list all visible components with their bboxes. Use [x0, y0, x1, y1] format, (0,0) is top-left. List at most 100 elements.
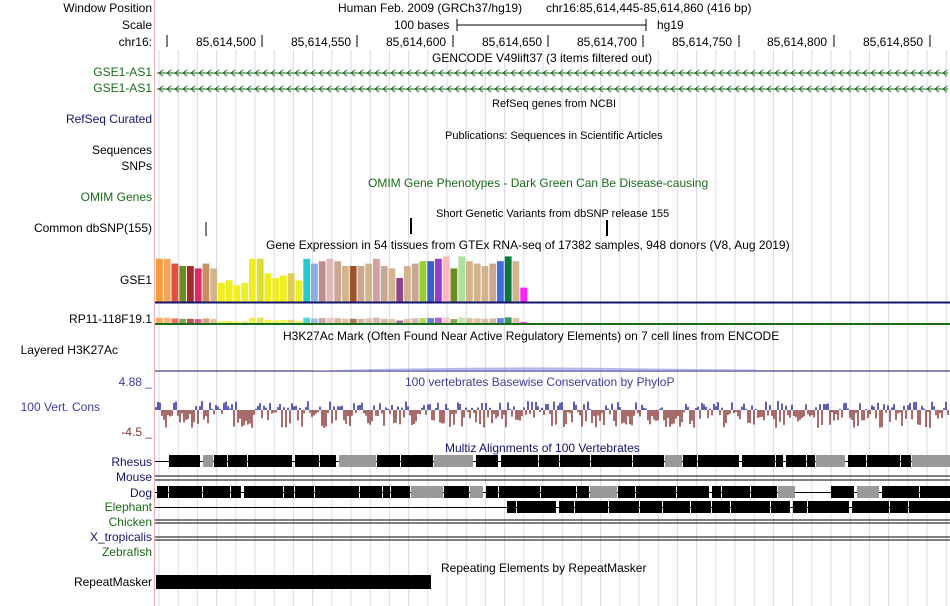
rhesus-block: [807, 455, 815, 467]
strand-arrow: [886, 69, 892, 77]
strand-arrow: [510, 85, 516, 93]
tick-label-7: 85,614,800: [767, 35, 828, 49]
rmsk-title[interactable]: Repeating Elements by RepeatMasker: [441, 561, 647, 575]
strand-arrow: [814, 85, 820, 93]
snps-label[interactable]: SNPs: [121, 159, 152, 173]
strand-arrow: [726, 69, 732, 77]
rhesus-block: [816, 455, 845, 467]
gtex-bar: [256, 258, 264, 302]
gtex-bar: [202, 263, 210, 302]
strand-arrow: [462, 85, 468, 93]
gtex-bar: [466, 261, 473, 302]
gtex-bar: [419, 261, 427, 302]
repeatmasker-label[interactable]: RepeatMasker: [73, 575, 152, 589]
rp11-bar: [202, 318, 210, 323]
strand-arrow: [214, 69, 220, 77]
strand-arrow: [438, 69, 444, 77]
omim-label[interactable]: OMIM Genes: [80, 190, 152, 204]
gencode-title[interactable]: GENCODE V49lift37 (3 items filtered out): [432, 51, 653, 65]
track-area[interactable]: Human Feb. 2009 (GRCh37/hg19) chr16:85,6…: [155, 0, 950, 606]
gtex-bar: [264, 273, 272, 302]
multiz-title[interactable]: Multiz Alignments of 100 Vertebrates: [445, 441, 640, 455]
gtex-bar: [450, 268, 458, 302]
strand-arrow: [286, 85, 292, 93]
strand-arrow: [254, 69, 260, 77]
strand-arrow: [222, 69, 228, 77]
gtex-bar: [520, 287, 528, 302]
rp11-bar: [179, 318, 187, 324]
rhesus-block: [339, 455, 376, 467]
dog-block: [360, 486, 382, 498]
elephant-block: [575, 501, 608, 513]
gtex-title[interactable]: Gene Expression in 54 tissues from GTEx …: [266, 238, 790, 252]
strand-arrow: [302, 69, 308, 77]
strand-arrow: [678, 69, 684, 77]
strand-arrow: [366, 69, 372, 77]
refseq-label[interactable]: RefSeq Curated: [65, 112, 152, 126]
strand-arrow: [230, 85, 236, 93]
strand-arrow: [662, 85, 668, 93]
strand-arrow: [438, 85, 444, 93]
track-graphics[interactable]: [155, 0, 950, 606]
strand-arrow: [486, 69, 492, 77]
strand-arrow: [190, 69, 196, 77]
strand-arrow: [350, 69, 356, 77]
chicken-label[interactable]: Chicken: [108, 515, 152, 529]
publications-title[interactable]: Publications: Sequences in Scientific Ar…: [445, 130, 663, 142]
dog-block: [295, 486, 314, 498]
strand-arrow: [750, 69, 756, 77]
strand-arrow: [238, 85, 244, 93]
window-position-label: Window Position: [63, 1, 152, 15]
rhesus-block: [539, 455, 559, 467]
xtropicalis-label[interactable]: X_tropicalis: [89, 530, 152, 544]
strand-arrow: [542, 85, 548, 93]
gtex-bar: [334, 261, 342, 302]
sequences-label[interactable]: Sequences: [91, 143, 152, 157]
rp11-bar: [249, 317, 256, 323]
gse1-as1-label-b[interactable]: GSE1-AS1: [93, 81, 152, 95]
tick-label-3: 85,614,600: [386, 35, 447, 49]
strand-arrow: [918, 85, 924, 93]
rp11-bar: [504, 317, 512, 323]
rp11-bar: [380, 318, 388, 324]
elephant-block: [890, 501, 908, 513]
h3k27ac-title[interactable]: H3K27Ac Mark (Often Found Near Active Re…: [283, 329, 780, 343]
strand-arrow: [462, 69, 468, 77]
rhesus-label[interactable]: Rhesus: [111, 455, 152, 469]
omim-title[interactable]: OMIM Gene Phenotypes - Dark Green Can Be…: [368, 176, 709, 190]
strand-arrow: [718, 85, 724, 93]
dbsnp-label[interactable]: Common dbSNP(155): [33, 221, 152, 235]
gtex-bar: [404, 266, 411, 302]
rp11-bar: [466, 318, 473, 324]
rp11-bar: [419, 318, 427, 324]
cons-label[interactable]: 100 Vert. Cons: [20, 400, 100, 414]
gse1-label[interactable]: GSE1: [119, 273, 152, 287]
rp11-label[interactable]: RP11-118F19.1: [69, 312, 152, 326]
strand-arrow: [926, 69, 932, 77]
strand-arrow: [158, 69, 164, 77]
h3k27ac-label[interactable]: Layered H3K27Ac: [20, 343, 118, 357]
strand-arrow: [934, 69, 940, 77]
dog-label[interactable]: Dog: [129, 486, 152, 500]
strand-arrow: [478, 69, 484, 77]
dbsnp-title[interactable]: Short Genetic Variants from dbSNP releas…: [436, 208, 670, 220]
zebrafish-label[interactable]: Zebrafish: [101, 545, 152, 559]
strand-arrow: [534, 85, 540, 93]
gse1-as1-label-a[interactable]: GSE1-AS1: [93, 65, 152, 79]
strand-arrow: [590, 69, 596, 77]
strand-arrow: [446, 69, 452, 77]
refseq-title[interactable]: RefSeq genes from NCBI: [492, 98, 617, 110]
rp11-bar: [512, 318, 520, 324]
dog-block: [831, 486, 854, 498]
strand-arrow: [358, 69, 364, 77]
strand-arrow: [342, 85, 348, 93]
strand-arrow: [318, 69, 324, 77]
elephant-block: [808, 501, 849, 513]
rp11-bar: [194, 319, 202, 323]
elephant-label[interactable]: Elephant: [104, 500, 152, 514]
rp11-bar: [450, 319, 458, 323]
rhesus-block: [867, 455, 900, 467]
strand-arrow: [926, 85, 932, 93]
mouse-label[interactable]: Mouse: [115, 470, 152, 484]
phylop-title[interactable]: 100 vertebrates Basewise Conservation by…: [405, 375, 675, 389]
